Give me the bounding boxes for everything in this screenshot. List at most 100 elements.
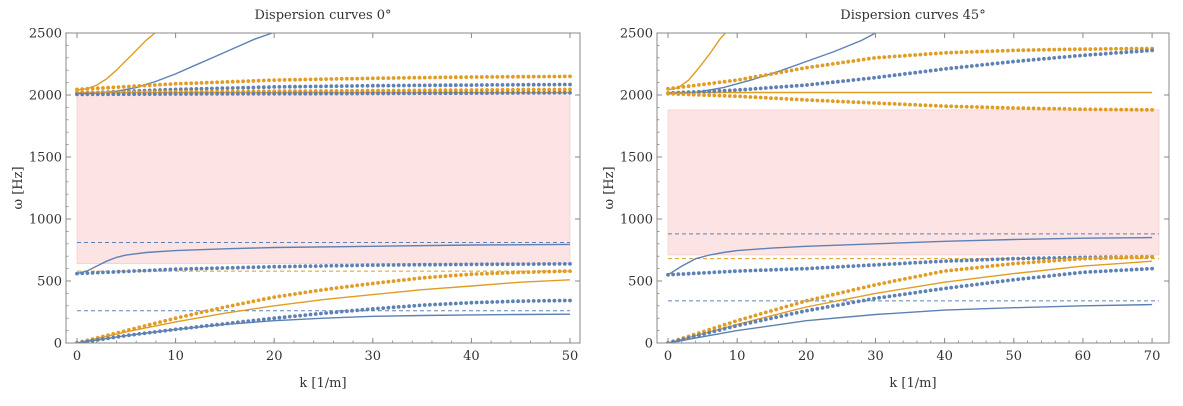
data-point [173,327,178,332]
data-point [1036,256,1041,261]
data-point [298,313,302,318]
data-point [370,76,375,81]
data-point [132,92,137,97]
data-point [1057,273,1062,277]
data-point [433,88,437,93]
data-point [308,312,313,317]
data-point [1052,273,1057,278]
data-point [918,274,923,278]
data-point [1114,255,1118,260]
data-point [908,276,912,280]
data-point [557,90,562,95]
data-point [220,92,225,96]
data-point [980,105,984,110]
data-point [758,86,763,91]
data-point [505,83,510,87]
data-point [334,286,339,290]
data-point [313,77,318,82]
data-point [236,302,240,307]
data-point [433,75,437,80]
data-point [324,84,328,89]
data-point [412,75,417,80]
data-point [391,279,396,283]
data-point [1031,256,1036,261]
data-point [846,289,851,293]
data-point [872,75,876,80]
x-tick-label: 40 [936,349,953,364]
data-point [1098,256,1103,261]
data-point [85,86,90,91]
data-point [969,50,974,54]
data-point [537,270,541,274]
data-point [887,280,892,284]
data-point [939,51,943,55]
data-point [386,76,391,80]
data-point [717,270,722,274]
data-point [733,269,737,274]
data-point [769,268,773,272]
data-point [985,264,990,269]
data-point [1062,272,1067,277]
data-point [438,88,443,93]
data-point [897,102,902,106]
data-point [866,263,871,268]
data-point [1078,53,1082,58]
data-point [691,271,696,276]
data-point [562,90,567,95]
data-point [805,65,809,70]
data-point [923,289,928,294]
data-point [111,335,116,340]
data-point [412,91,417,96]
data-point [391,83,396,88]
data-point [800,266,804,271]
data-point [438,83,443,88]
data-point [241,319,246,324]
data-point [230,86,235,90]
data-point [158,92,162,96]
data-point [459,83,463,87]
data-point [251,85,256,90]
data-point [350,263,354,268]
data-point [1134,107,1139,112]
data-point [152,92,157,96]
data-point [85,92,90,97]
data-point [329,310,334,315]
data-point [360,88,365,93]
data-point [753,95,758,100]
data-point [666,91,670,96]
data-point [417,276,422,281]
data-point [272,78,277,82]
data-point [712,329,717,334]
data-point [121,84,126,89]
data-point [686,271,691,276]
data-point [334,91,339,96]
data-point [717,324,722,329]
data-point [126,269,131,274]
data-point [106,85,110,90]
data-point [158,82,162,87]
data-point [1047,256,1051,260]
data-point [386,263,391,267]
data-point [681,92,686,97]
data-point [428,83,432,88]
data-point [1124,268,1129,272]
data-point [1088,52,1093,57]
data-point [479,91,484,95]
data-point [1124,46,1129,51]
data-point [511,87,515,92]
data-point [743,87,748,92]
data-point [1072,107,1077,111]
data-point [422,88,427,93]
data-point [748,268,753,273]
bandgap-region [667,109,1160,256]
data-point [303,77,308,82]
data-point [225,304,230,309]
data-point [199,324,204,329]
data-point [412,83,417,88]
data-point [381,91,386,96]
data-point [526,87,531,92]
data-point [453,301,458,306]
data-point [1114,51,1118,55]
data-point [526,299,531,303]
data-point [355,91,360,96]
